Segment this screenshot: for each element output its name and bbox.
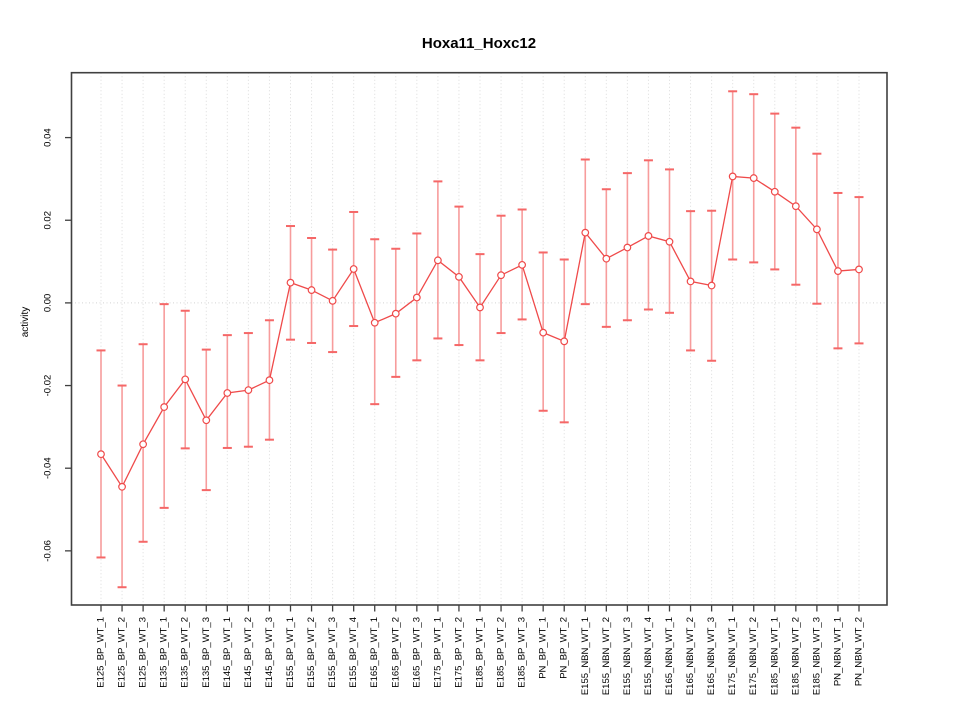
- x-tick-label: E175_NBN_WT_2: [748, 617, 759, 695]
- data-point: [160, 403, 169, 411]
- data-point: [223, 389, 232, 397]
- data-point: [181, 375, 190, 384]
- data-point: [686, 277, 695, 286]
- data-point: [728, 172, 737, 181]
- x-tick-label: PN_BP_WT_2: [559, 617, 570, 679]
- x-tick-label: E165_NBN_WT_1: [664, 617, 675, 695]
- data-point: [770, 187, 779, 196]
- data-point: [455, 272, 463, 281]
- data-point: [412, 293, 421, 302]
- data-point: [749, 174, 758, 182]
- x-tick-label: E125_BP_WT_3: [138, 617, 149, 688]
- x-tick-label: E185_BP_WT_3: [517, 617, 528, 688]
- data-point: [497, 271, 505, 280]
- data-point: [623, 243, 632, 252]
- x-tick-label: PN_NBN_WT_1: [832, 617, 843, 686]
- x-tick-label: E145_BP_WT_3: [264, 617, 275, 688]
- y-tick-label: -0.06: [43, 540, 54, 562]
- data-point: [433, 256, 442, 265]
- data-point: [370, 318, 379, 327]
- x-tick-label: E125_BP_WT_1: [96, 617, 107, 688]
- x-tick-label: E175_BP_WT_1: [432, 617, 443, 688]
- data-point: [791, 202, 800, 211]
- x-tick-label: E155_BP_WT_4: [348, 617, 359, 688]
- x-tick-label: PN_NBN_WT_2: [854, 617, 865, 686]
- data-point: [391, 309, 400, 318]
- x-tick-label: E155_NBN_WT_1: [580, 617, 591, 695]
- x-tick-label: E185_BP_WT_2: [496, 617, 507, 688]
- x-tick-label: E165_BP_WT_3: [411, 617, 422, 688]
- data-point: [97, 450, 105, 459]
- data-point: [286, 278, 295, 287]
- data-point: [602, 254, 611, 263]
- data-point: [855, 265, 863, 274]
- data-point: [349, 265, 358, 273]
- data-point: [202, 416, 211, 425]
- x-tick-label: E155_BP_WT_3: [327, 617, 338, 688]
- x-tick-label: E185_NBN_WT_2: [790, 617, 801, 695]
- x-tick-label: E145_BP_WT_2: [243, 617, 254, 688]
- axis-layer: 0.04 0.02 0.00 -0.02 -0.04 -0.06 E125_BP_WT_1 E…: [43, 71, 888, 695]
- chart-title: Hoxa11_Hoxc12: [422, 35, 536, 52]
- data-point: [139, 440, 148, 449]
- x-tick-label: E135_BP_WT_1: [159, 617, 170, 688]
- data-point: [644, 232, 653, 240]
- x-tick-label: E165_BP_WT_1: [369, 617, 380, 688]
- data-point: [476, 303, 484, 312]
- y-tick-label: -0.04: [43, 457, 54, 479]
- data-point: [539, 328, 548, 337]
- x-tick-label: E185_BP_WT_1: [475, 617, 486, 688]
- data-point: [244, 386, 253, 394]
- y-tick-label: 0.00: [43, 294, 54, 313]
- x-tick-label: E135_BP_WT_3: [201, 617, 212, 688]
- data-point: [328, 296, 337, 305]
- x-tick-label: E165_NBN_WT_2: [685, 617, 696, 695]
- x-tick-label: E155_BP_WT_2: [306, 617, 317, 688]
- data-point: [812, 225, 821, 234]
- x-tick-label: E165_NBN_WT_3: [706, 617, 717, 695]
- data-point: [307, 286, 316, 294]
- x-tick-label: E125_BP_WT_2: [117, 617, 128, 688]
- x-tick-label: E155_BP_WT_1: [285, 617, 296, 688]
- data-point: [560, 337, 569, 346]
- x-tick-label: E155_NBN_WT_4: [643, 617, 654, 695]
- x-tick-label: PN_BP_WT_1: [538, 617, 549, 679]
- y-tick-label: 0.02: [43, 211, 54, 230]
- x-tick-label: E155_NBN_WT_3: [622, 617, 633, 695]
- x-tick-label: E155_NBN_WT_2: [601, 617, 612, 695]
- data-point: [707, 281, 716, 290]
- data-point: [265, 376, 274, 385]
- data-point: [581, 228, 590, 237]
- x-tick-label: E165_BP_WT_2: [390, 617, 401, 688]
- data-point: [665, 237, 674, 246]
- x-tick-label: E185_NBN_WT_3: [811, 617, 822, 695]
- plot-border: [70, 71, 888, 606]
- data-layer: [96, 90, 864, 589]
- data-point: [118, 482, 126, 491]
- y-tick-label: 0.04: [43, 128, 54, 147]
- data-point: [518, 260, 527, 269]
- x-tick-label: E135_BP_WT_2: [180, 617, 191, 688]
- x-tick-label: E175_NBN_WT_1: [727, 617, 738, 695]
- x-tick-label: E145_BP_WT_1: [222, 617, 233, 688]
- x-tick-label: E185_NBN_WT_1: [769, 617, 780, 695]
- x-tick-label: E175_BP_WT_2: [453, 617, 464, 688]
- data-point: [834, 267, 842, 275]
- y-axis-label: activity: [20, 307, 31, 338]
- y-tick-label: -0.02: [43, 375, 54, 397]
